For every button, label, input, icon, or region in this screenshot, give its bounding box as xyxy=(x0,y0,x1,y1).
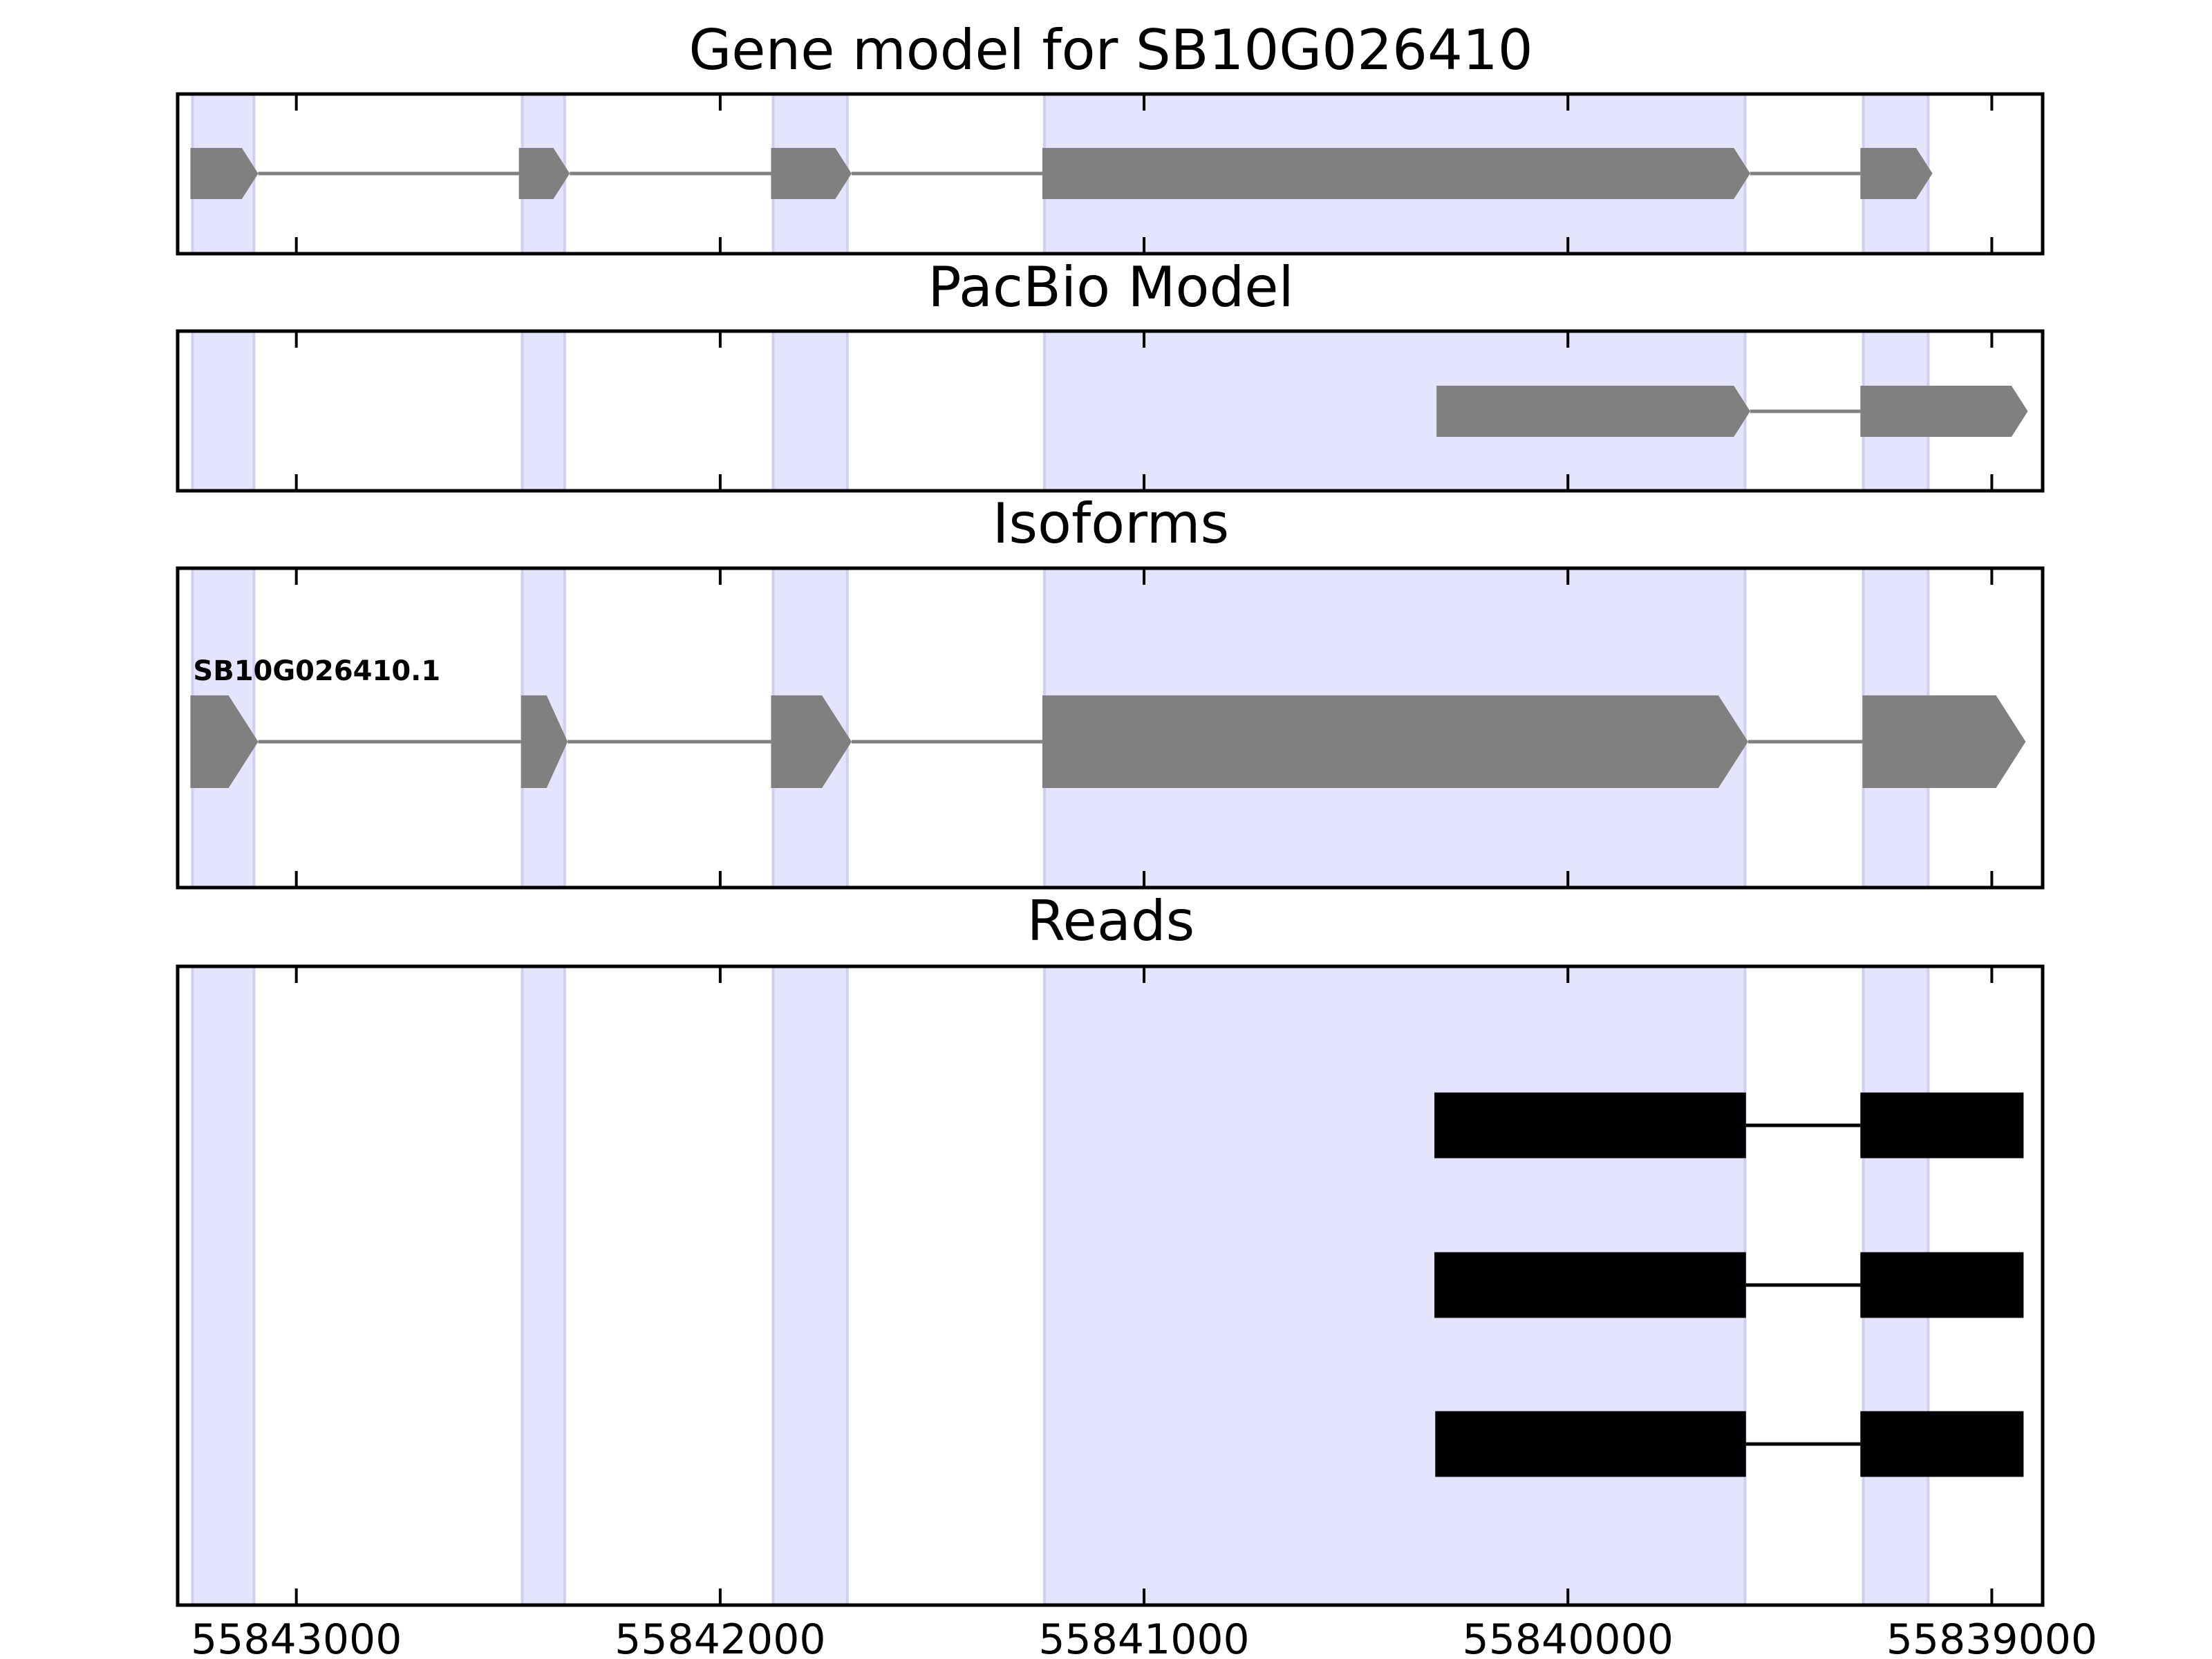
panel-frame xyxy=(176,92,2045,256)
exon-arrow xyxy=(771,695,852,788)
exon-arrow xyxy=(518,148,570,199)
exon-arrow xyxy=(1042,695,1748,788)
x-tick-label: 55841000 xyxy=(1038,1615,1249,1659)
pacbio-model-panel: PacBio Model xyxy=(176,255,2045,493)
x-tick-label: 55839000 xyxy=(1886,1615,2097,1659)
highlight-region xyxy=(771,965,849,1606)
highlight-region xyxy=(771,330,849,492)
isoforms-title: Isoforms xyxy=(993,491,1229,556)
panel-frame xyxy=(176,329,2045,493)
exon-arrow xyxy=(521,695,568,788)
x-axis-tick-labels: 55843000 55842000 55841000 55840000 55839000 xyxy=(191,1615,2097,1659)
read-exon xyxy=(1434,1252,1746,1318)
panel-frame xyxy=(176,964,2045,1607)
highlight-region xyxy=(521,965,566,1606)
x-tick-label: 55843000 xyxy=(191,1615,402,1659)
exon-arrow xyxy=(190,695,259,788)
read-exon xyxy=(1860,1092,2024,1159)
highlight-region xyxy=(191,330,256,492)
exon-arrow xyxy=(1436,386,1750,437)
pacbio-model-title: PacBio Model xyxy=(928,255,1293,319)
exon-arrow xyxy=(1042,148,1750,199)
reads-title: Reads xyxy=(1027,889,1195,953)
reads-panel: Reads xyxy=(176,889,2045,1607)
x-tick-label: 55840000 xyxy=(1463,1615,1674,1659)
gene-model-panel: Gene model for SB10G026410 xyxy=(176,18,2045,256)
read-exon xyxy=(1434,1092,1746,1159)
read-exon xyxy=(1435,1411,1746,1477)
highlight-region xyxy=(521,330,566,492)
exon-arrow xyxy=(771,148,852,199)
panel-frame xyxy=(176,566,2045,890)
isoforms-panel: Isoforms SB10G026410.1 xyxy=(176,491,2045,890)
isoform-label: SB10G026410.1 xyxy=(193,655,440,687)
highlight-region xyxy=(191,965,256,1606)
read-exon xyxy=(1860,1411,2024,1477)
read-exon xyxy=(1860,1252,2024,1318)
gene-model-title: Gene model for SB10G026410 xyxy=(688,18,1533,82)
exon-arrow xyxy=(1862,695,2026,788)
exon-arrow xyxy=(190,148,259,199)
exon-arrow xyxy=(1860,386,2028,437)
x-tick-label: 55842000 xyxy=(615,1615,825,1659)
exon-arrow xyxy=(1860,148,1933,199)
